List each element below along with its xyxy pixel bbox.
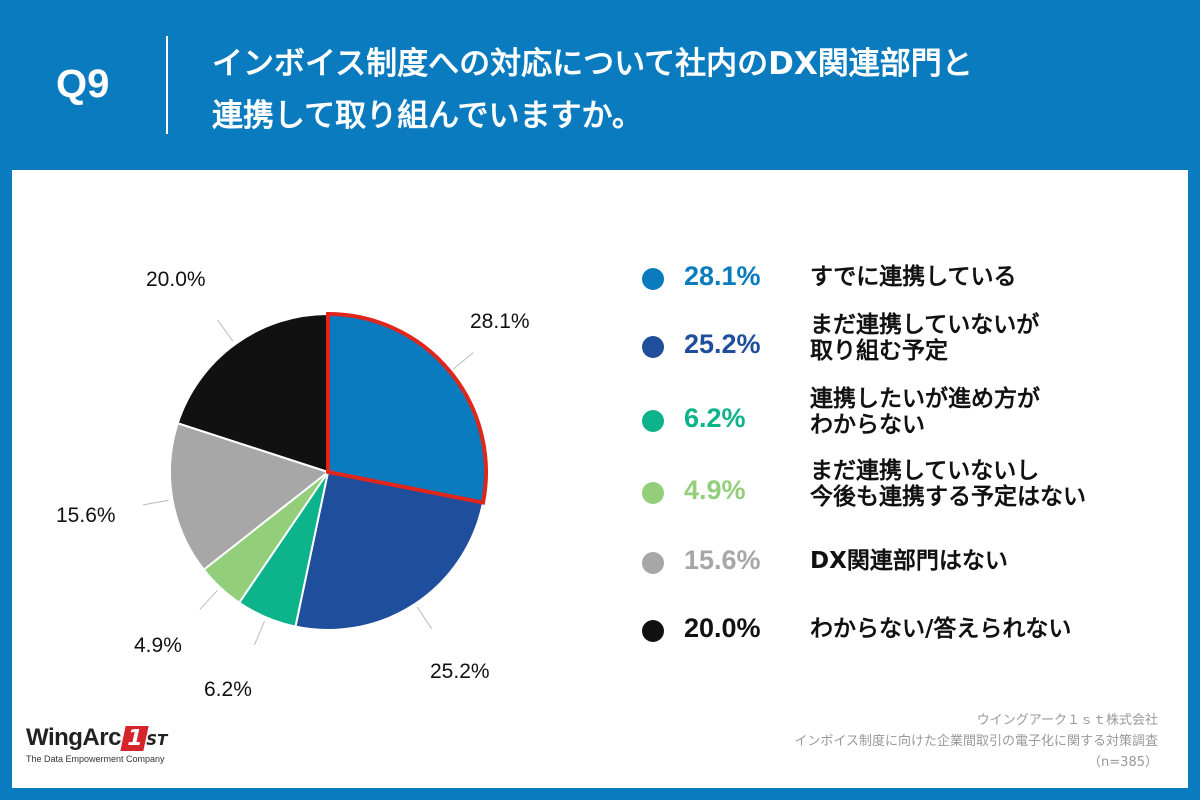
legend-dot-0 (642, 268, 664, 290)
legend-dot-4 (642, 552, 664, 574)
leader-line-4 (142, 499, 169, 506)
slice-label-2: 6.2% (204, 678, 252, 701)
question-title-line1: インボイス制度への対応について社内のDX関連部門と (212, 46, 973, 82)
slice-label-0: 28.1% (470, 310, 530, 333)
legend-item-5: 20.0% わからない/答えられない (642, 610, 1162, 670)
legend-dot-3 (642, 482, 664, 504)
legend-item-1: 25.2% まだ連携していないが 取り組む予定 (642, 312, 1162, 386)
question-number: Q9 (56, 62, 110, 106)
pie-slice-5 (176, 312, 329, 474)
chart-card: 28.1% 25.2% 6.2% 4.9% 15.6% 20.0% 28.1% … (12, 170, 1188, 788)
legend-dot-1 (642, 336, 664, 358)
legend-dot-2 (642, 410, 664, 432)
legend-label-3: まだ連携していないし 今後も連携する予定はない (810, 458, 1086, 510)
legend-label-1: まだ連携していないが 取り組む予定 (810, 312, 1039, 364)
leader-line-1 (416, 606, 433, 630)
source-line3: （n=385） (1088, 755, 1158, 770)
legend-value-5: 20.0% (684, 613, 761, 643)
legend-label-1-line2: 取り組む予定 (810, 338, 948, 364)
leader-line-3 (199, 590, 218, 610)
legend-value-2: 6.2% (684, 403, 746, 433)
legend-label-0: すでに連携している (810, 264, 1017, 290)
wingarc-logo: WingArc 1ST The Data Empowerment Company (26, 724, 167, 764)
legend-value-1: 25.2% (684, 329, 761, 359)
legend-value-0: 28.1% (684, 261, 761, 291)
slice-label-3: 4.9% (134, 634, 182, 657)
logo-word: WingArc (26, 724, 121, 751)
legend-item-2: 6.2% 連携したいが進め方が わからない (642, 386, 1162, 460)
leader-line-0 (452, 352, 474, 370)
legend-label-2: 連携したいが進め方が わからない (810, 386, 1040, 438)
logo-suffix: ST (146, 731, 168, 749)
legend-label-3-line1: まだ連携していないし (810, 458, 1040, 484)
pie-slice-1 (294, 470, 485, 631)
legend-item-4: 15.6% DX関連部門はない (642, 542, 1162, 602)
legend-value-3: 4.9% (684, 475, 746, 505)
legend-label-1-line1: まだ連携していないが (810, 312, 1040, 338)
leader-line-2 (253, 620, 266, 646)
pie-slice-0 (327, 312, 487, 504)
source-note: ウイングアーク１ｓｔ株式会社 インボイス制度に向けた企業間取引の電子化に関する対… (794, 710, 1158, 773)
header-divider (166, 36, 168, 134)
legend-label-2-line2: わからない (810, 412, 925, 438)
legend-label-4: DX関連部門はない (810, 548, 1008, 574)
legend-dot-5 (642, 620, 664, 642)
slice-label-1: 25.2% (430, 660, 490, 683)
legend-item-0: 28.1% すでに連携している (642, 258, 1162, 318)
source-line2: インボイス制度に向けた企業間取引の電子化に関する対策調査 (794, 734, 1158, 749)
source-line1: ウイングアーク１ｓｔ株式会社 (976, 713, 1158, 728)
legend-value-4: 15.6% (684, 545, 761, 575)
pie-slice-highlight (326, 311, 488, 505)
legend-label-2-line1: 連携したいが進め方が (810, 386, 1040, 412)
slice-label-4: 15.6% (56, 504, 116, 527)
logo-tagline: The Data Empowerment Company (26, 754, 165, 764)
leader-line-5 (217, 319, 234, 342)
slice-label-5: 20.0% (146, 268, 206, 291)
pie-chart (142, 311, 488, 646)
header-bar: Q9 インボイス制度への対応について社内のDX関連部門と 連携して取り組んでいま… (0, 0, 1200, 170)
legend-label-5: わからない/答えられない (810, 616, 1072, 642)
logo-mark: 1 (120, 726, 149, 751)
question-title: インボイス制度への対応について社内のDX関連部門と 連携して取り組んでいますか。 (212, 38, 1172, 142)
question-title-line2: 連携して取り組んでいますか。 (212, 98, 643, 134)
legend-label-3-line2: 今後も連携する予定はない (810, 484, 1086, 510)
legend-item-3: 4.9% まだ連携していないし 今後も連携する予定はない (642, 458, 1162, 532)
